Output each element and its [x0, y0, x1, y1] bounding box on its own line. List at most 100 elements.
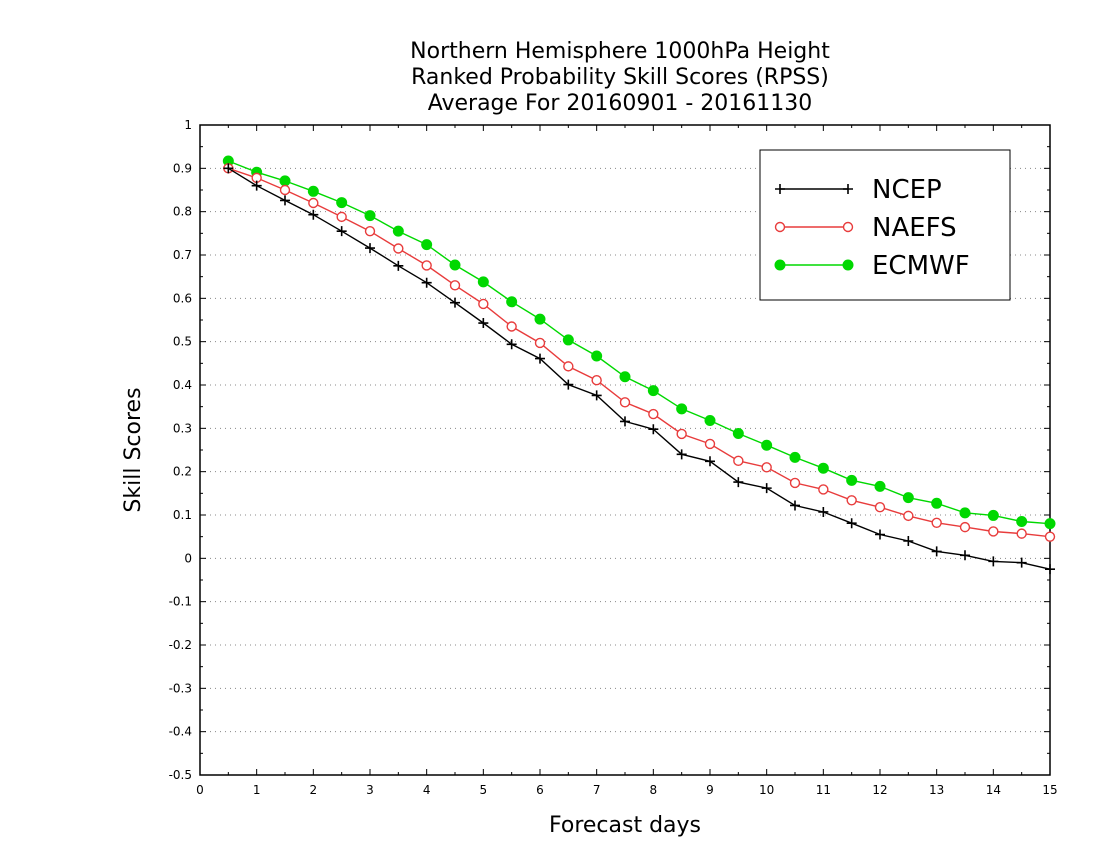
data-point-naefs — [1044, 531, 1056, 542]
chart-title-line-3: Average For 20160901 - 20161130 — [428, 91, 813, 116]
data-point-ecmwf — [619, 371, 631, 383]
x-tick-label: 0 — [196, 783, 204, 797]
data-point-naefs — [478, 298, 489, 310]
legend: NCEP NAEFS ECMWF — [759, 149, 1011, 301]
x-tick-label: 4 — [423, 783, 431, 797]
data-point-ncep — [535, 353, 545, 364]
data-point-ecmwf — [534, 313, 546, 325]
y-tick-label: 1 — [184, 118, 192, 132]
data-point-ncep — [761, 483, 772, 494]
data-point-ecmwf — [732, 428, 744, 440]
data-point-ecmwf — [421, 239, 433, 251]
legend-item-ncep: NCEP — [775, 175, 942, 205]
data-point-ecmwf — [364, 210, 376, 222]
data-point-naefs — [818, 484, 829, 495]
data-point-naefs — [704, 438, 716, 450]
data-point-ecmwf — [902, 492, 914, 504]
data-point-naefs — [336, 211, 347, 223]
data-point-ecmwf — [987, 509, 999, 521]
data-point-naefs — [534, 337, 546, 349]
x-tick-label: 1 — [253, 783, 261, 797]
data-point-naefs — [761, 462, 772, 473]
x-tick-label: 2 — [310, 783, 318, 797]
chart-title-line-1: Northern Hemisphere 1000hPa Height — [410, 39, 830, 64]
data-point-ecmwf — [279, 175, 291, 187]
data-point-ncep — [591, 390, 602, 401]
data-point-ncep — [478, 318, 489, 329]
data-point-naefs — [591, 375, 602, 386]
y-tick-label: 0.3 — [173, 421, 192, 435]
data-point-ecmwf — [562, 334, 574, 346]
data-point-ncep — [421, 277, 432, 288]
data-point-ecmwf — [1016, 516, 1028, 527]
y-tick-label: 0.6 — [173, 291, 192, 305]
legend-label-ecmwf: ECMWF — [872, 251, 970, 281]
data-point-ecmwf — [761, 439, 773, 451]
data-point-ncep — [988, 556, 999, 567]
data-point-ncep — [705, 456, 715, 467]
data-point-ecmwf — [874, 480, 886, 492]
data-point-naefs — [563, 361, 574, 372]
data-point-ecmwf — [931, 497, 943, 509]
data-point-ncep — [336, 226, 347, 237]
data-point-ecmwf — [817, 462, 829, 474]
data-point-ecmwf — [336, 197, 348, 209]
x-tick-label: 8 — [650, 783, 658, 797]
data-point-ncep — [450, 297, 460, 308]
x-tick-label: 7 — [593, 783, 601, 797]
data-point-naefs — [421, 260, 432, 271]
y-tick-label: -0.3 — [169, 681, 192, 695]
data-point-ncep — [620, 416, 630, 427]
y-tick-label: 0.2 — [173, 465, 192, 479]
data-series — [222, 155, 1056, 575]
y-tick-label: -0.1 — [169, 595, 192, 609]
data-point-naefs — [874, 502, 886, 513]
x-tick-label: 10 — [759, 783, 774, 797]
data-point-ncep — [223, 163, 234, 174]
legend-label-naefs: NAEFS — [872, 213, 957, 243]
y-tick-label: 0.8 — [173, 205, 192, 219]
data-point-ecmwf — [591, 350, 603, 362]
legend-item-ecmwf: ECMWF — [774, 251, 970, 281]
data-point-naefs — [308, 197, 319, 209]
y-tick-label: 0 — [184, 551, 192, 565]
data-point-naefs — [619, 397, 631, 408]
data-point-naefs — [846, 495, 857, 506]
y-tick-label: -0.5 — [169, 768, 192, 782]
data-point-naefs — [364, 225, 376, 237]
y-tick-label: -0.4 — [169, 725, 192, 739]
data-point-ncep — [846, 518, 857, 529]
data-point-ecmwf — [676, 403, 688, 415]
x-tick-label: 3 — [366, 783, 374, 797]
y-tick-label: -0.2 — [169, 638, 192, 652]
series-ecmwf — [222, 155, 1056, 530]
data-point-ncep — [393, 260, 404, 271]
data-point-ecmwf — [1044, 518, 1056, 530]
legend-marker — [774, 221, 786, 233]
x-tick-label: 12 — [872, 783, 887, 797]
x-axis-label: Forecast days — [549, 813, 701, 838]
legend-box — [759, 149, 1011, 301]
legend-marker — [842, 259, 854, 271]
data-point-ecmwf — [647, 385, 659, 397]
series-naefs — [223, 163, 1056, 542]
legend-marker — [842, 221, 854, 233]
data-point-ncep — [251, 180, 262, 191]
data-point-naefs — [648, 408, 659, 420]
x-tick-label: 6 — [536, 783, 544, 797]
legend-item-naefs: NAEFS — [774, 213, 957, 243]
data-point-ncep — [280, 195, 290, 206]
data-point-ncep — [960, 550, 970, 561]
data-point-ncep — [365, 243, 375, 254]
data-point-ncep — [790, 500, 800, 511]
data-point-ncep — [1016, 557, 1027, 568]
data-point-ecmwf — [392, 225, 404, 237]
x-tick-label: 13 — [929, 783, 944, 797]
data-point-ecmwf — [959, 507, 971, 519]
data-point-ecmwf — [704, 415, 716, 427]
chart-title-line-2: Ranked Probability Skill Scores (RPSS) — [411, 65, 829, 90]
data-point-naefs — [959, 521, 971, 533]
data-point-naefs — [931, 517, 942, 528]
data-point-ncep — [308, 209, 319, 220]
data-point-naefs — [789, 477, 801, 489]
